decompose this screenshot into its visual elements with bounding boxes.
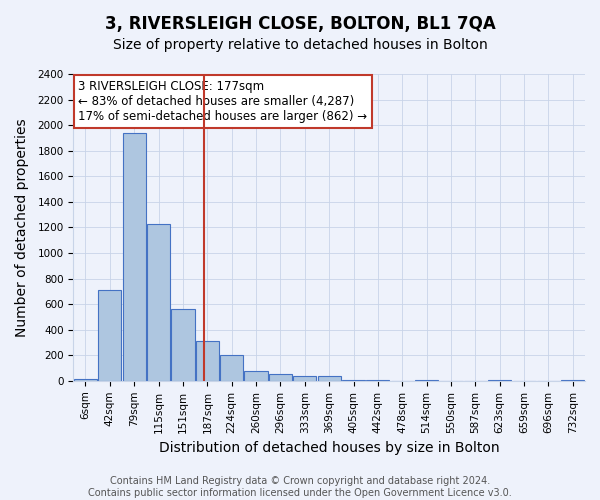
Bar	[342, 380, 365, 381]
Bar	[269, 374, 292, 381]
Bar	[293, 376, 316, 381]
Bar	[244, 370, 268, 381]
Bar	[196, 341, 219, 381]
Bar	[220, 356, 243, 381]
X-axis label: Distribution of detached houses by size in Bolton: Distribution of detached houses by size …	[159, 441, 499, 455]
Text: Size of property relative to detached houses in Bolton: Size of property relative to detached ho…	[113, 38, 487, 52]
Bar	[122, 133, 146, 381]
Bar	[367, 380, 389, 381]
Bar	[147, 224, 170, 381]
Bar	[172, 308, 194, 381]
Text: 3 RIVERSLEIGH CLOSE: 177sqm
← 83% of detached houses are smaller (4,287)
17% of : 3 RIVERSLEIGH CLOSE: 177sqm ← 83% of det…	[79, 80, 368, 123]
Bar	[74, 379, 97, 381]
Text: Contains HM Land Registry data © Crown copyright and database right 2024.
Contai: Contains HM Land Registry data © Crown c…	[88, 476, 512, 498]
Text: 3, RIVERSLEIGH CLOSE, BOLTON, BL1 7QA: 3, RIVERSLEIGH CLOSE, BOLTON, BL1 7QA	[104, 15, 496, 33]
Bar	[488, 380, 511, 381]
Bar	[415, 380, 438, 381]
Y-axis label: Number of detached properties: Number of detached properties	[15, 118, 29, 336]
Bar	[98, 290, 121, 381]
Bar	[317, 376, 341, 381]
Bar	[561, 380, 584, 381]
